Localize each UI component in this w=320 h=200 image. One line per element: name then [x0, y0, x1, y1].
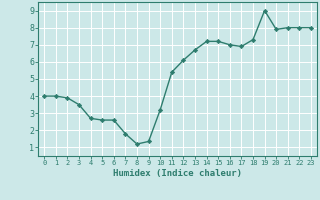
X-axis label: Humidex (Indice chaleur): Humidex (Indice chaleur)	[113, 169, 242, 178]
